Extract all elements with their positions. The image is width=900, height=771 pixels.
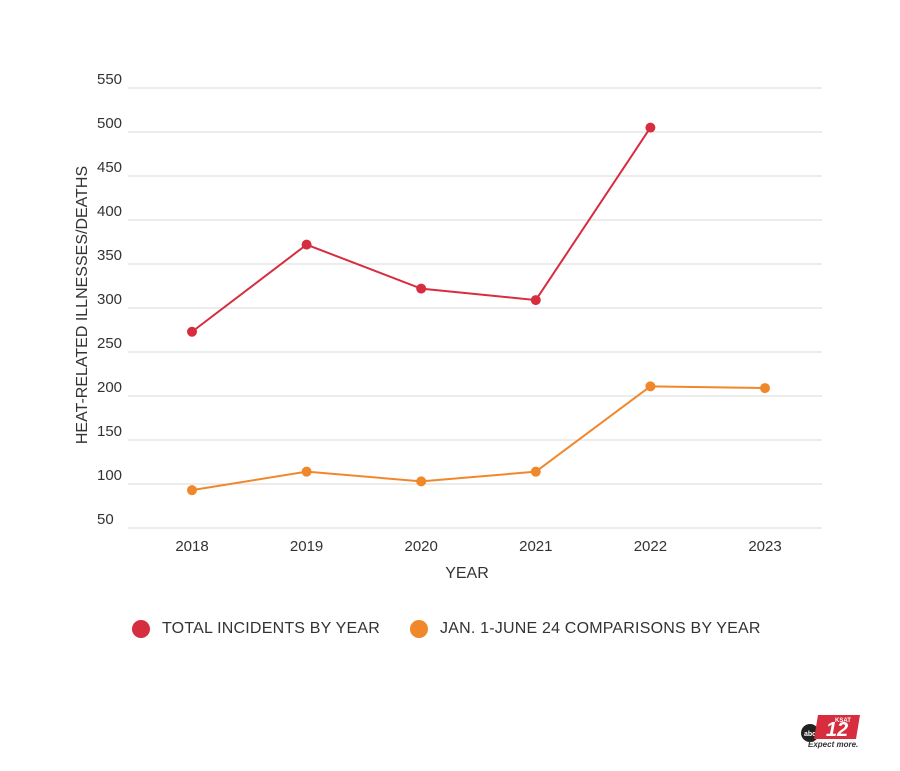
x-tick-label: 2023 — [748, 538, 781, 555]
series-line — [191, 127, 652, 333]
y-axis-label: HEAT-RELATED ILLNESSES/DEATHS — [74, 166, 91, 444]
svg-text:abc: abc — [804, 731, 816, 738]
x-tick-label: 2022 — [634, 538, 667, 555]
legend-label-comparison: JAN. 1-JUNE 24 COMPARISONS BY YEAR — [440, 620, 761, 637]
svg-text:KSAT: KSAT — [835, 718, 851, 724]
legend-item-comparison: JAN. 1-JUNE 24 COMPARISONS BY YEAR — [410, 620, 761, 638]
y-tick-label: 100 — [97, 467, 122, 484]
x-tick-label: 2021 — [519, 538, 552, 555]
data-point — [416, 283, 427, 294]
data-point — [416, 476, 427, 487]
x-tick-label: 2020 — [405, 538, 438, 555]
y-tick-label: 350 — [97, 247, 122, 264]
ksat-abc-logo: abc 12 KSAT — [801, 715, 860, 742]
data-point — [645, 122, 656, 133]
series-0 — [187, 122, 656, 337]
data-point — [301, 466, 312, 477]
legend-marker-comparison — [410, 620, 428, 638]
svg-text:12: 12 — [826, 719, 848, 741]
y-tick-labels: 50 100 150 200 250 300 350 400 450 500 550 — [97, 71, 122, 528]
data-point — [530, 466, 541, 477]
y-tick-label: 200 — [97, 379, 122, 396]
y-tick-label: 50 — [97, 511, 114, 528]
y-tick-label: 550 — [97, 71, 122, 88]
y-tick-label: 400 — [97, 203, 122, 220]
legend-label-total: TOTAL INCIDENTS BY YEAR — [162, 620, 380, 637]
y-tick-label: 500 — [97, 115, 122, 132]
y-tick-label: 250 — [97, 335, 122, 352]
logo-tagline: Expect more. — [808, 740, 859, 749]
x-tick-label: 2018 — [175, 538, 208, 555]
y-tick-label: 450 — [97, 159, 122, 176]
data-point — [187, 326, 197, 337]
series-1 — [187, 381, 770, 496]
x-tick-label: 2019 — [290, 538, 323, 555]
x-tick-labels: 2018 2019 2020 2021 2022 2023 — [175, 538, 781, 555]
y-tick-label: 300 — [97, 291, 122, 308]
data-point — [187, 485, 197, 496]
legend-marker-total — [132, 620, 150, 638]
data-point — [301, 239, 312, 250]
y-tick-label: 150 — [97, 423, 122, 440]
x-axis-label: YEAR — [445, 565, 489, 582]
legend-item-total: TOTAL INCIDENTS BY YEAR — [132, 620, 380, 638]
grid-lines — [128, 87, 822, 529]
series-lines — [187, 122, 770, 496]
series-line — [191, 385, 766, 492]
data-point — [530, 295, 541, 306]
data-point — [760, 383, 770, 394]
legend: TOTAL INCIDENTS BY YEAR JAN. 1-JUNE 24 C… — [132, 620, 791, 638]
data-point — [645, 381, 656, 392]
